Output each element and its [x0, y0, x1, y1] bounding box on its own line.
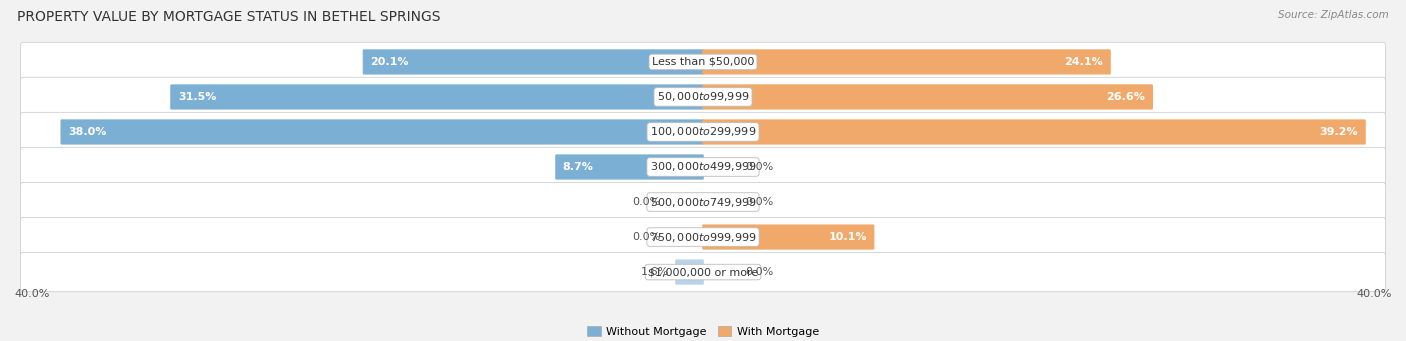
Text: PROPERTY VALUE BY MORTGAGE STATUS IN BETHEL SPRINGS: PROPERTY VALUE BY MORTGAGE STATUS IN BET… — [17, 10, 440, 24]
FancyBboxPatch shape — [555, 154, 704, 180]
Text: $50,000 to $99,999: $50,000 to $99,999 — [657, 90, 749, 103]
FancyBboxPatch shape — [21, 252, 1385, 292]
Text: 10.1%: 10.1% — [828, 232, 866, 242]
FancyBboxPatch shape — [21, 77, 1385, 117]
Text: $1,000,000 or more: $1,000,000 or more — [648, 267, 758, 277]
Text: 40.0%: 40.0% — [1357, 289, 1392, 299]
FancyBboxPatch shape — [675, 260, 704, 285]
FancyBboxPatch shape — [170, 84, 704, 109]
FancyBboxPatch shape — [21, 147, 1385, 187]
Text: 0.0%: 0.0% — [745, 162, 773, 172]
Text: 0.0%: 0.0% — [633, 232, 661, 242]
Text: 1.6%: 1.6% — [641, 267, 669, 277]
FancyBboxPatch shape — [702, 224, 875, 250]
Text: 26.6%: 26.6% — [1107, 92, 1146, 102]
Text: 39.2%: 39.2% — [1320, 127, 1358, 137]
FancyBboxPatch shape — [702, 119, 1365, 145]
Text: 0.0%: 0.0% — [633, 197, 661, 207]
Text: 40.0%: 40.0% — [14, 289, 49, 299]
FancyBboxPatch shape — [21, 182, 1385, 222]
Text: 8.7%: 8.7% — [562, 162, 593, 172]
Text: $500,000 to $749,999: $500,000 to $749,999 — [650, 195, 756, 208]
Text: $750,000 to $999,999: $750,000 to $999,999 — [650, 231, 756, 243]
Text: 31.5%: 31.5% — [177, 92, 217, 102]
FancyBboxPatch shape — [21, 113, 1385, 152]
Text: 20.1%: 20.1% — [370, 57, 409, 67]
FancyBboxPatch shape — [702, 84, 1153, 109]
Legend: Without Mortgage, With Mortgage: Without Mortgage, With Mortgage — [582, 322, 824, 341]
FancyBboxPatch shape — [60, 119, 704, 145]
Text: 0.0%: 0.0% — [745, 197, 773, 207]
Text: $300,000 to $499,999: $300,000 to $499,999 — [650, 161, 756, 174]
Text: 38.0%: 38.0% — [67, 127, 107, 137]
Text: 0.0%: 0.0% — [745, 267, 773, 277]
Text: Less than $50,000: Less than $50,000 — [652, 57, 754, 67]
Text: 24.1%: 24.1% — [1064, 57, 1104, 67]
FancyBboxPatch shape — [21, 218, 1385, 257]
Text: $100,000 to $299,999: $100,000 to $299,999 — [650, 125, 756, 138]
FancyBboxPatch shape — [21, 42, 1385, 81]
FancyBboxPatch shape — [363, 49, 704, 75]
FancyBboxPatch shape — [702, 49, 1111, 75]
Text: Source: ZipAtlas.com: Source: ZipAtlas.com — [1278, 10, 1389, 20]
